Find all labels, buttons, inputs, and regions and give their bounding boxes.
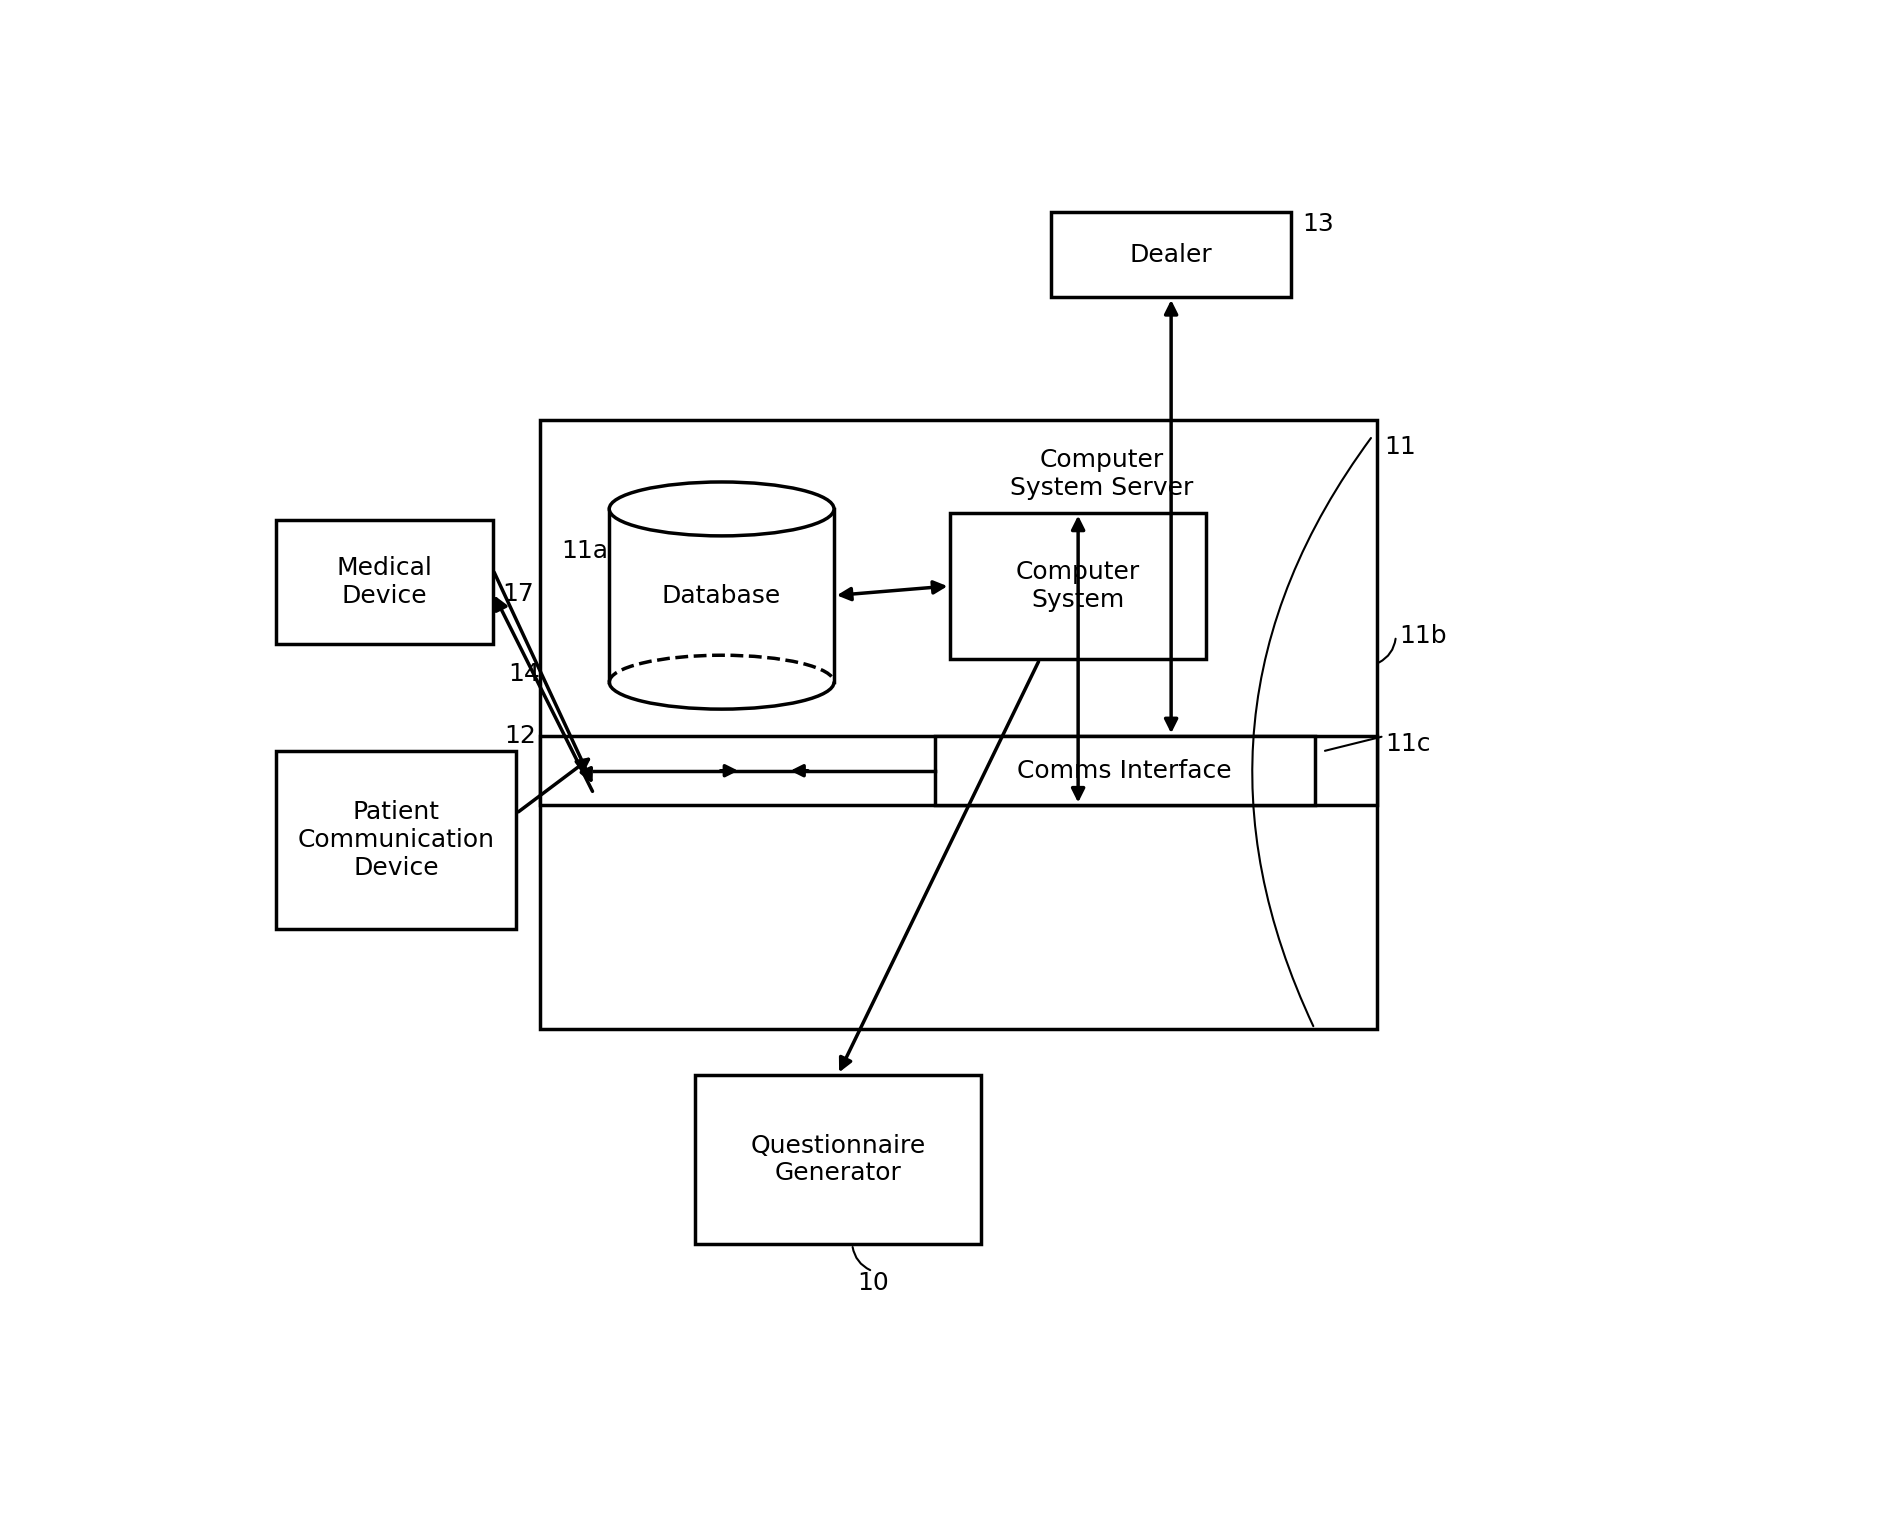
Text: Comms Interface: Comms Interface [1017,759,1232,783]
Bar [695,1075,981,1245]
Text: 14: 14 [509,663,539,686]
Bar [275,751,516,928]
Text: 11c: 11c [1386,731,1431,755]
Bar [934,736,1315,805]
Bar [539,421,1376,1028]
Text: Computer
System: Computer System [1015,560,1141,612]
Text: 11: 11 [1384,436,1416,459]
Text: Patient
Communication
Device: Patient Communication Device [298,801,495,880]
Ellipse shape [609,481,833,536]
Text: 10: 10 [856,1270,888,1294]
Bar [539,736,1376,805]
Bar [609,509,833,683]
Text: 17: 17 [501,581,533,606]
Bar [275,521,493,643]
Bar [951,513,1205,659]
Bar [1051,212,1291,297]
Text: 11a: 11a [562,539,607,563]
Text: Dealer: Dealer [1129,242,1213,266]
Text: Medical
Device: Medical Device [336,556,433,609]
Text: Questionnaire
Generator: Questionnaire Generator [750,1134,926,1185]
Text: 11b: 11b [1399,624,1446,648]
Text: 12: 12 [505,724,535,748]
Text: Database: Database [662,583,782,607]
Text: Computer
System Server: Computer System Server [1010,448,1194,500]
Text: 13: 13 [1302,212,1334,236]
